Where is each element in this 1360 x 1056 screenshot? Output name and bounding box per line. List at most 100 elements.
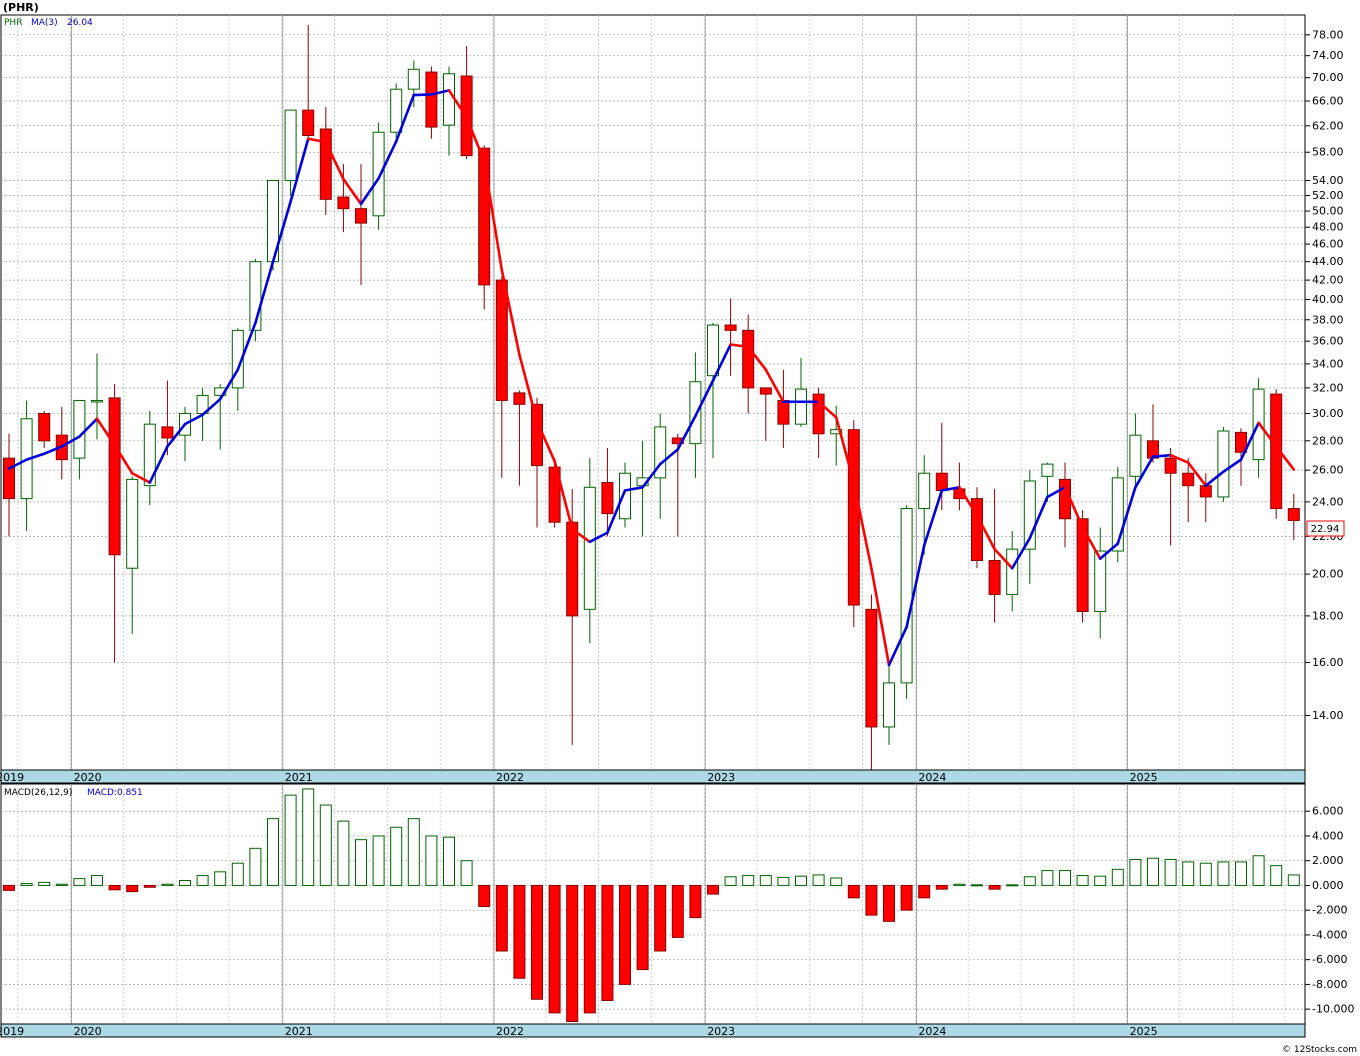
macd-bar bbox=[302, 788, 315, 886]
ma-segment bbox=[465, 116, 486, 163]
ma-segment bbox=[746, 345, 768, 372]
ma-segment bbox=[1186, 461, 1208, 488]
macd-bar bbox=[231, 862, 244, 886]
candle-body bbox=[161, 426, 174, 439]
macd-bar bbox=[1129, 858, 1142, 886]
ma-segment bbox=[1204, 470, 1225, 488]
macd-bar bbox=[495, 884, 508, 952]
candle-body bbox=[795, 388, 807, 425]
candle-body bbox=[390, 88, 403, 133]
macd-bar bbox=[249, 847, 262, 886]
ma-segment bbox=[940, 485, 961, 492]
ma-segment bbox=[218, 368, 240, 401]
ma-segment bbox=[25, 452, 46, 461]
macd-bar bbox=[108, 884, 121, 891]
macd-bar bbox=[865, 884, 878, 916]
macd-bar bbox=[1164, 858, 1177, 886]
ma-segment bbox=[887, 625, 908, 667]
macd-legend-value: MACD:0.851 bbox=[87, 788, 143, 798]
legend-ma-label: MA(3) bbox=[31, 18, 58, 28]
candle-body bbox=[1076, 518, 1089, 612]
ma-segment bbox=[905, 544, 926, 629]
macd-x-label: 2022 bbox=[496, 1025, 524, 1038]
macd-tick-label: -6.000 bbox=[1312, 953, 1347, 966]
ma-segment bbox=[183, 413, 204, 426]
macd-bar bbox=[759, 875, 772, 886]
price-tick-label: 16.00 bbox=[1312, 656, 1344, 669]
macd-bar bbox=[900, 884, 913, 911]
candle-body bbox=[407, 68, 420, 90]
macd-tick-label: 6.000 bbox=[1312, 805, 1344, 818]
candle-body bbox=[443, 73, 455, 126]
price-tick-label: 62.00 bbox=[1312, 119, 1344, 132]
candle-body bbox=[935, 472, 948, 491]
candle-body bbox=[830, 429, 843, 435]
ma-segment bbox=[623, 485, 644, 492]
ma-segment bbox=[254, 260, 275, 325]
candle-body bbox=[372, 131, 385, 217]
macd-bar bbox=[425, 835, 438, 886]
price-tick-label: 44.00 bbox=[1312, 255, 1344, 268]
macd-bar bbox=[478, 884, 491, 907]
price-tick-label: 78.00 bbox=[1312, 28, 1344, 41]
ma-segment bbox=[271, 200, 292, 263]
price-tick-label: 40.00 bbox=[1312, 293, 1344, 306]
ma-segment bbox=[394, 93, 416, 143]
ma-segment bbox=[993, 547, 1014, 570]
legend-ma-value: 26.04 bbox=[67, 18, 93, 28]
ma-segment bbox=[342, 177, 363, 206]
price-tick-label: 74.00 bbox=[1312, 49, 1344, 62]
macd-bar bbox=[355, 839, 367, 886]
candle-body bbox=[337, 196, 350, 210]
macd-tick-label: -4.000 bbox=[1312, 928, 1347, 941]
macd-bar bbox=[971, 884, 983, 887]
candle-body bbox=[1164, 457, 1177, 474]
macd-bar bbox=[284, 794, 297, 886]
ma-segment bbox=[1257, 421, 1278, 448]
ma-segment bbox=[764, 368, 785, 404]
candle-body bbox=[777, 399, 790, 425]
price-x-label: 2024 bbox=[918, 771, 946, 784]
price-tick-label: 32.00 bbox=[1312, 381, 1344, 394]
ma-segment bbox=[658, 448, 680, 466]
price-x-label: 2023 bbox=[707, 771, 735, 784]
macd-bar bbox=[1111, 868, 1124, 886]
ma-segment bbox=[1239, 421, 1260, 461]
candle-body bbox=[73, 399, 86, 459]
macd-bar bbox=[707, 884, 719, 895]
candle-body bbox=[988, 559, 1001, 595]
price-tick-label: 70.00 bbox=[1312, 71, 1344, 84]
candle-body bbox=[231, 329, 244, 389]
price-tick-label: 34.00 bbox=[1312, 357, 1344, 370]
macd-bar bbox=[91, 875, 103, 886]
price-tick-label: 42.00 bbox=[1312, 274, 1344, 287]
macd-y-axis: 6.000 4.000 2.000 0.000 -2.000 -4.000 -6.000 -8… bbox=[1305, 805, 1354, 1016]
macd-bar bbox=[372, 835, 385, 886]
candle-body bbox=[3, 457, 15, 500]
macd-bars bbox=[3, 788, 1300, 1023]
candle-body bbox=[548, 466, 561, 523]
macd-bar bbox=[407, 818, 420, 886]
macd-bar bbox=[1235, 861, 1247, 886]
macd-bar bbox=[1182, 861, 1195, 886]
ma-segment bbox=[500, 268, 521, 356]
ma-segment bbox=[359, 177, 380, 206]
ma-segment bbox=[482, 159, 504, 272]
candle-body bbox=[918, 472, 931, 510]
macd-bar bbox=[812, 874, 825, 886]
macd-bar bbox=[1199, 862, 1212, 886]
candle-body bbox=[601, 482, 614, 515]
macd-x-label: 2021 bbox=[285, 1025, 313, 1038]
price-tick-label: 46.00 bbox=[1312, 238, 1344, 251]
macd-bar bbox=[38, 881, 51, 886]
macd-bar bbox=[337, 820, 350, 886]
ma-line bbox=[7, 89, 1296, 667]
macd-bar bbox=[918, 884, 931, 899]
macd-bar bbox=[1023, 876, 1036, 886]
ma-segment bbox=[958, 485, 979, 517]
candle-body bbox=[566, 521, 579, 617]
candle-body bbox=[513, 392, 526, 405]
candle-body bbox=[108, 397, 121, 556]
ma-segment bbox=[1169, 453, 1190, 464]
candle-body bbox=[707, 324, 719, 377]
